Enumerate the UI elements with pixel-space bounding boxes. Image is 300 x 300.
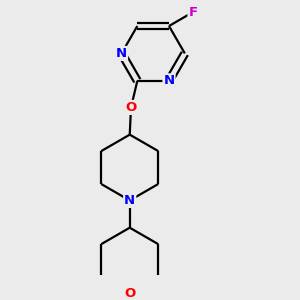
Text: N: N	[116, 47, 127, 60]
Text: O: O	[125, 101, 136, 114]
Text: N: N	[124, 194, 135, 207]
Text: N: N	[164, 74, 175, 87]
Text: O: O	[124, 287, 135, 300]
Text: F: F	[188, 6, 198, 19]
